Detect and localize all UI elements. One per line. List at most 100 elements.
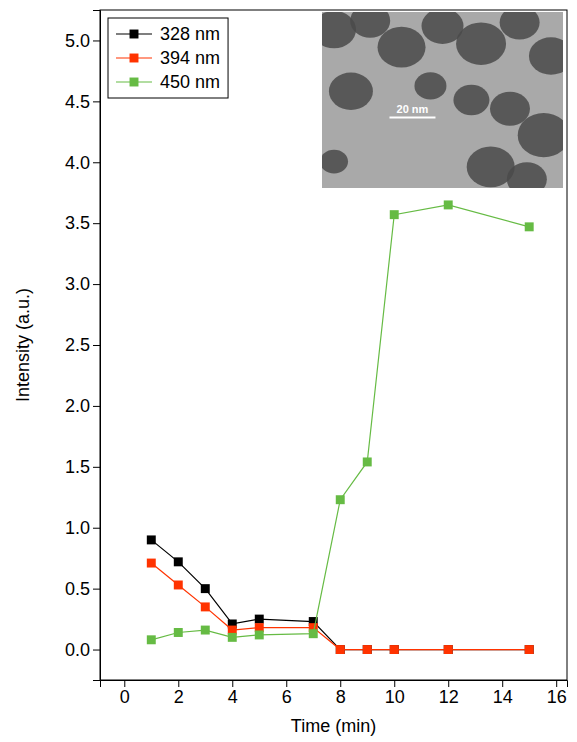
series-line — [151, 205, 529, 640]
legend: 328 nm 394 nm 450 nm — [108, 18, 228, 98]
inset-particle — [456, 22, 506, 65]
y-tick-mark — [93, 284, 100, 285]
y-tick: 3.5 — [65, 213, 100, 233]
point — [147, 535, 156, 544]
inset-particle — [378, 27, 426, 68]
y-tick-mark — [93, 589, 100, 590]
inset-image: 20 nm — [312, 4, 573, 196]
point — [201, 626, 210, 635]
y-tick-mark — [93, 345, 100, 346]
x-tick-label: 4 — [228, 687, 238, 707]
x-tick: 10 — [385, 680, 405, 707]
series-line — [151, 563, 529, 649]
x-tick-label: 16 — [547, 687, 567, 707]
y-tick-mark — [93, 223, 100, 224]
y-tick: 2.5 — [65, 335, 100, 355]
inset-particle — [322, 150, 348, 174]
point — [363, 457, 372, 466]
y-tick-mark — [93, 406, 100, 407]
point — [390, 645, 399, 654]
x-tick-label: 14 — [493, 687, 513, 707]
point — [309, 629, 318, 638]
point — [336, 645, 345, 654]
scale-bar — [389, 117, 435, 119]
annotation: 20 nm — [397, 103, 429, 115]
legend-marker — [130, 78, 139, 87]
legend-label: 328 nm — [160, 24, 220, 44]
legend-label: 394 nm — [160, 48, 220, 68]
y-tick-mark — [93, 467, 100, 468]
y-tick: 4.5 — [65, 92, 100, 112]
point — [174, 628, 183, 637]
point — [147, 559, 156, 568]
point — [201, 584, 210, 593]
point — [525, 645, 534, 654]
y-tick: 2.0 — [65, 396, 100, 416]
inset-particle — [507, 162, 547, 188]
y-tick-label: 5.0 — [65, 31, 90, 51]
point — [363, 645, 372, 654]
x-tick: 12 — [439, 680, 459, 707]
point — [444, 645, 453, 654]
inset-particle — [453, 85, 489, 116]
point — [336, 495, 345, 504]
point — [255, 615, 264, 624]
x-tick-label: 2 — [174, 687, 184, 707]
x-tick-label: 12 — [439, 687, 459, 707]
y-tick-label: 0.5 — [65, 579, 90, 599]
point — [201, 602, 210, 611]
y-tick-label: 3.0 — [65, 274, 90, 294]
y-tick-mark — [93, 40, 100, 41]
inset-particle — [518, 113, 563, 157]
y-tick-label: 1.5 — [65, 457, 90, 477]
x-tick: 4 — [228, 680, 238, 707]
y-tick: 4.0 — [65, 153, 100, 173]
x-tick-label: 10 — [385, 687, 405, 707]
y-tick: 1.5 — [65, 457, 100, 477]
chart: 02468101214160.00.51.01.52.02.53.03.54.0… — [0, 0, 577, 742]
y-tick-mark — [93, 162, 100, 163]
y-tick-mark — [93, 101, 100, 102]
y-tick-mark — [93, 650, 100, 651]
x-axis-title: Time (min) — [291, 716, 376, 736]
point — [525, 645, 534, 654]
inset-particle — [329, 73, 373, 110]
y-tick: 3.0 — [65, 274, 100, 294]
y-tick: 1.0 — [65, 518, 100, 538]
legend-label: 450 nm — [160, 72, 220, 92]
y-tick-label: 4.0 — [65, 153, 90, 173]
point — [255, 630, 264, 639]
point — [174, 557, 183, 566]
series-line — [151, 540, 529, 650]
point — [174, 581, 183, 590]
y-tick-label: 0.0 — [65, 640, 90, 660]
point — [336, 645, 345, 654]
x-tick: 2 — [174, 680, 184, 707]
point — [228, 633, 237, 642]
point — [525, 222, 534, 231]
x-tick: 14 — [493, 680, 513, 707]
inset-particle — [500, 12, 540, 40]
point — [444, 200, 453, 209]
y-tick-label: 1.0 — [65, 518, 90, 538]
y-tick-label: 2.0 — [65, 396, 90, 416]
x-axis: 0246810121416 — [101, 680, 568, 707]
inset-particle — [529, 37, 563, 74]
x-tick: 8 — [336, 680, 346, 707]
y-axis-title: Intensity (a.u.) — [13, 288, 33, 402]
legend-marker — [130, 30, 139, 39]
legend-marker — [130, 54, 139, 63]
inset-particle — [414, 72, 446, 99]
plot-frame — [100, 10, 567, 680]
legend-box — [108, 18, 228, 98]
point — [444, 645, 453, 654]
x-tick-label: 6 — [282, 687, 292, 707]
y-tick: 0.5 — [65, 579, 100, 599]
y-tick-mark — [93, 528, 100, 529]
y-tick-label: 4.5 — [65, 92, 90, 112]
point — [363, 645, 372, 654]
x-tick: 16 — [547, 680, 567, 707]
y-axis-line — [93, 11, 101, 681]
x-tick: 6 — [282, 680, 292, 707]
y-tick-label: 3.5 — [65, 213, 90, 233]
